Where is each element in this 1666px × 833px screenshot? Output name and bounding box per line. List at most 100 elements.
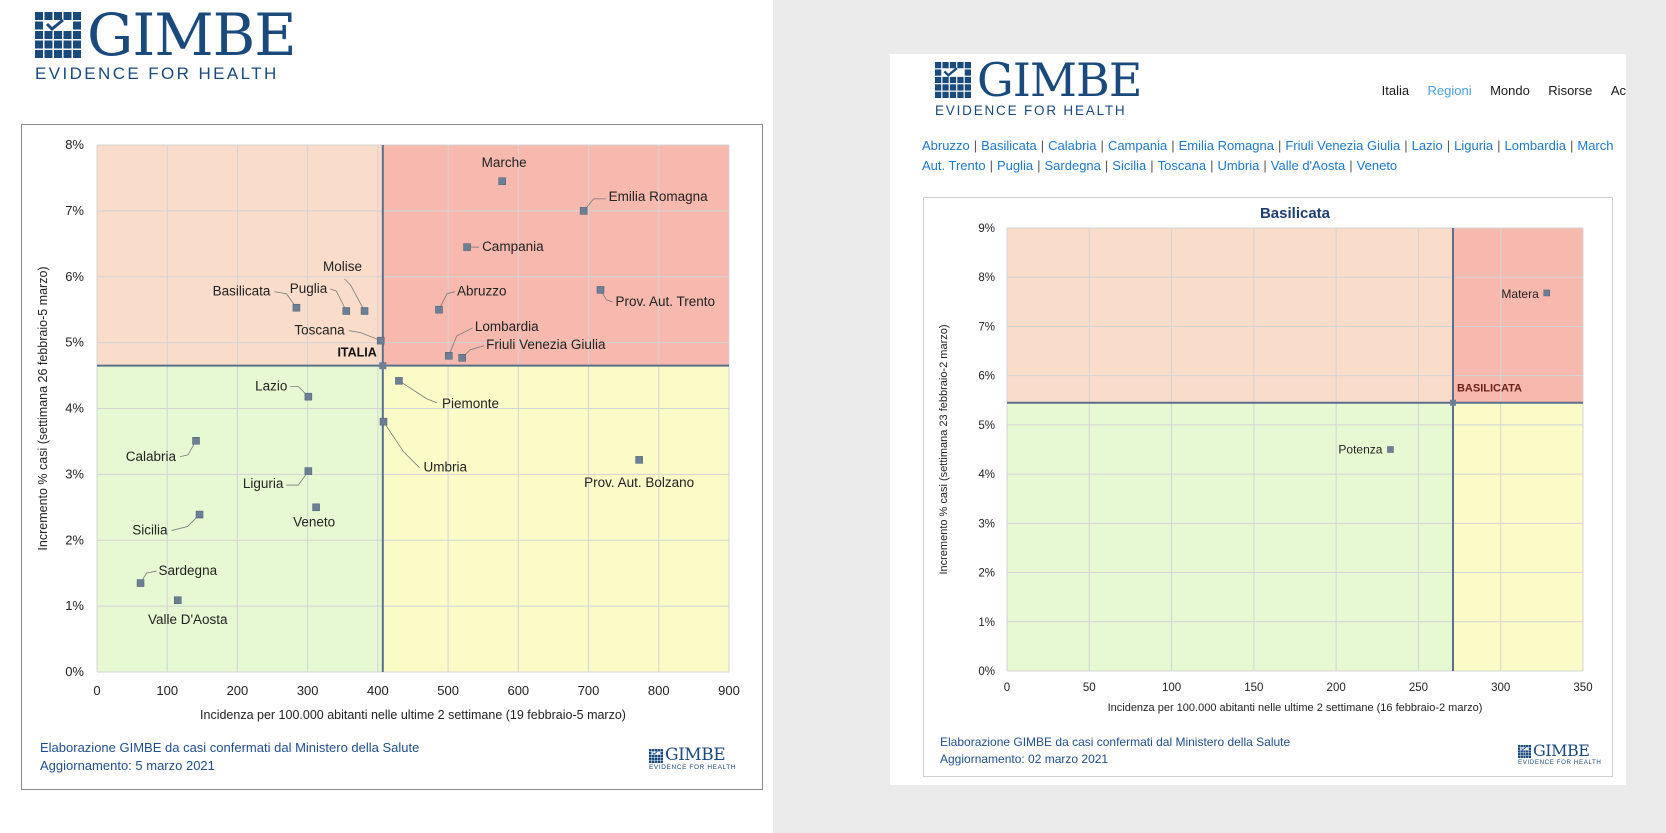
link-separator: | xyxy=(1037,158,1041,173)
x-tick-label: 100 xyxy=(156,683,178,698)
footnote-line2: Aggiornamento: 02 marzo 2021 xyxy=(940,752,1109,766)
logo-grid-icon xyxy=(35,12,81,58)
x-tick-label: 400 xyxy=(367,683,389,698)
link-separator: | xyxy=(1277,138,1282,153)
gimbe-small-logo: GIMBE EVIDENCE FOR HEALTH xyxy=(649,747,739,777)
data-point xyxy=(435,305,443,314)
data-point xyxy=(1543,289,1551,297)
region-link[interactable]: Liguria xyxy=(1454,138,1494,153)
nav-item-mondo[interactable]: Mondo xyxy=(1490,83,1530,98)
region-link[interactable]: Friuli Venezia Giulia xyxy=(1285,138,1401,153)
chart-title: Basilicata xyxy=(1260,205,1331,222)
reference-point xyxy=(1449,399,1456,406)
gridlines xyxy=(96,144,730,673)
x-tick-label: 250 xyxy=(1409,682,1428,694)
data-label: Veneto xyxy=(293,514,335,529)
logo-word: GIMBE xyxy=(665,745,726,765)
data-label: Liguria xyxy=(243,476,284,491)
data-point xyxy=(445,352,453,360)
data-label: Molise xyxy=(323,259,362,274)
data-label: Puglia xyxy=(290,281,328,296)
leader-line xyxy=(179,440,197,458)
y-tick-label: 3% xyxy=(978,518,995,530)
y-tick-label: 8% xyxy=(65,137,84,152)
x-tick-label: 350 xyxy=(1573,682,1592,694)
x-tick-label: 150 xyxy=(1244,682,1263,694)
region-link[interactable]: Sardegna xyxy=(1044,158,1101,173)
x-tick-label: 200 xyxy=(227,683,249,698)
logo-tagline: EVIDENCE FOR HEALTH xyxy=(35,64,279,83)
region-link[interactable]: Umbria xyxy=(1217,158,1260,173)
data-point xyxy=(304,467,313,475)
logo-grid-icon xyxy=(1518,745,1531,758)
quadrant-bottom-left xyxy=(97,365,383,672)
region-link[interactable]: Veneto xyxy=(1356,158,1398,173)
nav-item-risorse[interactable]: Risorse xyxy=(1548,83,1593,98)
region-link[interactable]: Calabria xyxy=(1048,138,1097,153)
nav-item-regioni[interactable]: Regioni xyxy=(1427,83,1472,98)
data-label: Matera xyxy=(1501,287,1539,301)
link-separator: | xyxy=(1150,158,1154,173)
y-tick-label: 5% xyxy=(65,335,84,350)
region-link[interactable]: Emilia Romagna xyxy=(1178,138,1274,153)
region-link[interactable]: Toscana xyxy=(1157,158,1207,173)
main-nav: Italia Regioni Mondo Risorse Ac xyxy=(1368,82,1626,102)
region-link[interactable]: Abruzzo xyxy=(922,138,970,153)
y-tick-label: 0% xyxy=(978,666,995,678)
quadrant-top-right xyxy=(1452,228,1583,403)
nav-item-italia[interactable]: Italia xyxy=(1381,83,1410,98)
leader-line xyxy=(330,288,347,312)
data-point xyxy=(304,392,313,401)
link-separator: | xyxy=(1404,138,1408,153)
region-link[interactable]: Lombardia xyxy=(1504,138,1566,153)
region-link[interactable]: Basilicata xyxy=(981,138,1037,153)
region-link[interactable]: Aut. Trento xyxy=(922,158,986,173)
nav-item-ac[interactable]: Ac xyxy=(1610,83,1626,98)
footnote-line1: Elaborazione GIMBE da casi confermati da… xyxy=(40,740,420,755)
y-axis-label: Incremento % casi (settimana 26 febbraio… xyxy=(36,266,50,550)
leader-line xyxy=(171,514,200,531)
data-point xyxy=(635,456,643,464)
y-axis-label: Incremento % casi (settimana 23 febbraio… xyxy=(938,324,950,574)
y-tick-label: 1% xyxy=(978,617,995,629)
link-separator: | xyxy=(989,158,993,173)
quadrant-top-right xyxy=(382,145,729,366)
logo-tagline: EVIDENCE FOR HEALTH xyxy=(1518,759,1602,766)
data-label: Sardegna xyxy=(159,563,218,578)
region-link[interactable]: Lazio xyxy=(1411,138,1443,153)
gimbe-logo[interactable]: GIMBE EVIDENCE FOR HEALTH xyxy=(935,57,1142,118)
x-tick-label: 900 xyxy=(718,683,740,698)
chart-right-frame: 0 50 100 150 200 250 300 350 0% 1% 2% 3% 4% 5% 6% 7% 8% 9… xyxy=(923,197,1613,777)
data-point xyxy=(579,207,588,215)
region-links: Abruzzo | Basilicata | Calabria | Campania | Emi… xyxy=(922,136,1626,176)
leader-line xyxy=(348,330,381,342)
data-label: Toscana xyxy=(294,323,345,338)
quadrant-bottom-right xyxy=(382,365,729,672)
data-label: Prov. Aut. Trento xyxy=(615,294,715,309)
region-link[interactable]: March xyxy=(1577,138,1614,153)
x-tick-label: 0 xyxy=(1004,682,1010,694)
data-point xyxy=(360,307,369,315)
region-link[interactable]: Campania xyxy=(1107,138,1168,153)
y-tick-label: 3% xyxy=(65,466,84,481)
data-label: Potenza xyxy=(1338,443,1382,457)
data-label: Piemonte xyxy=(442,396,499,411)
leader-line xyxy=(398,380,438,404)
reference-point xyxy=(379,362,387,370)
data-label: Lombardia xyxy=(475,319,539,334)
data-label: Abruzzo xyxy=(457,284,507,299)
leader-line xyxy=(383,421,420,468)
region-link[interactable]: Valle d'Aosta xyxy=(1270,158,1346,173)
link-separator: | xyxy=(1171,138,1175,153)
region-link[interactable]: Puglia xyxy=(996,158,1034,173)
link-separator: | xyxy=(1263,158,1267,173)
data-point xyxy=(596,286,605,294)
y-tick-label: 8% xyxy=(978,272,995,284)
data-label: Umbria xyxy=(424,460,468,475)
link-separator: | xyxy=(1040,138,1045,153)
data-point xyxy=(342,307,351,315)
region-link[interactable]: Sicilia xyxy=(1112,158,1147,173)
data-label: Sicilia xyxy=(132,523,168,538)
x-tick-label: 100 xyxy=(1162,682,1181,694)
data-point xyxy=(395,377,403,385)
